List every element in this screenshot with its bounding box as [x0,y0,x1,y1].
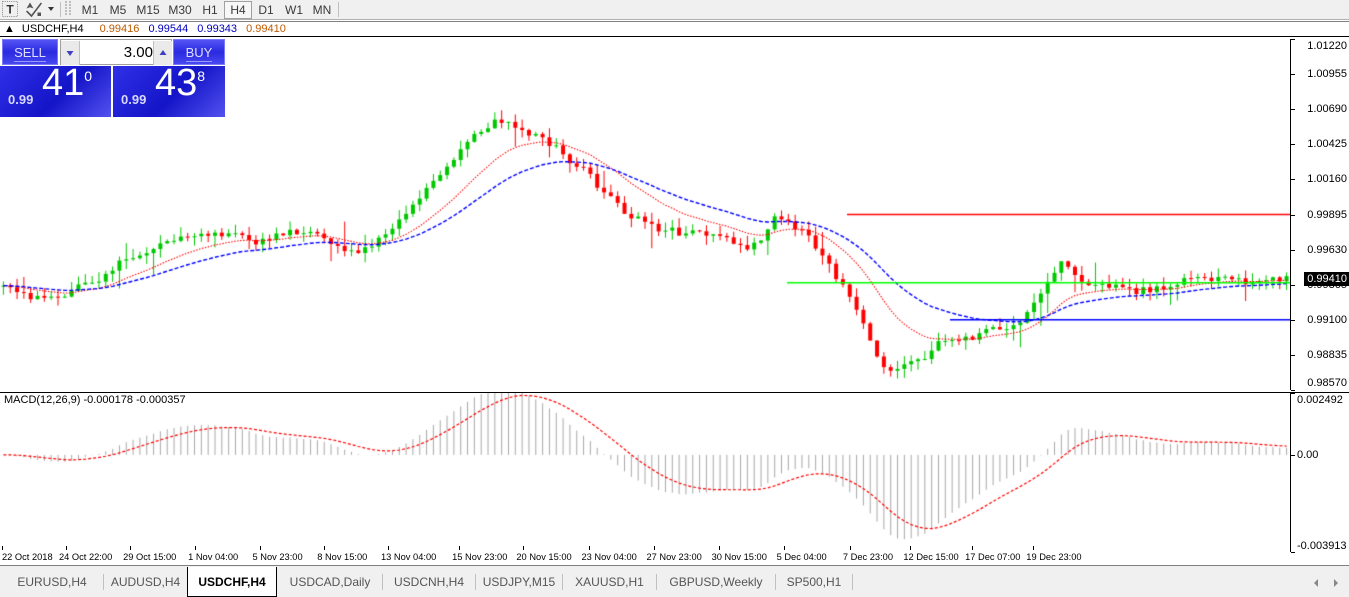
svg-text:T: T [6,3,14,17]
